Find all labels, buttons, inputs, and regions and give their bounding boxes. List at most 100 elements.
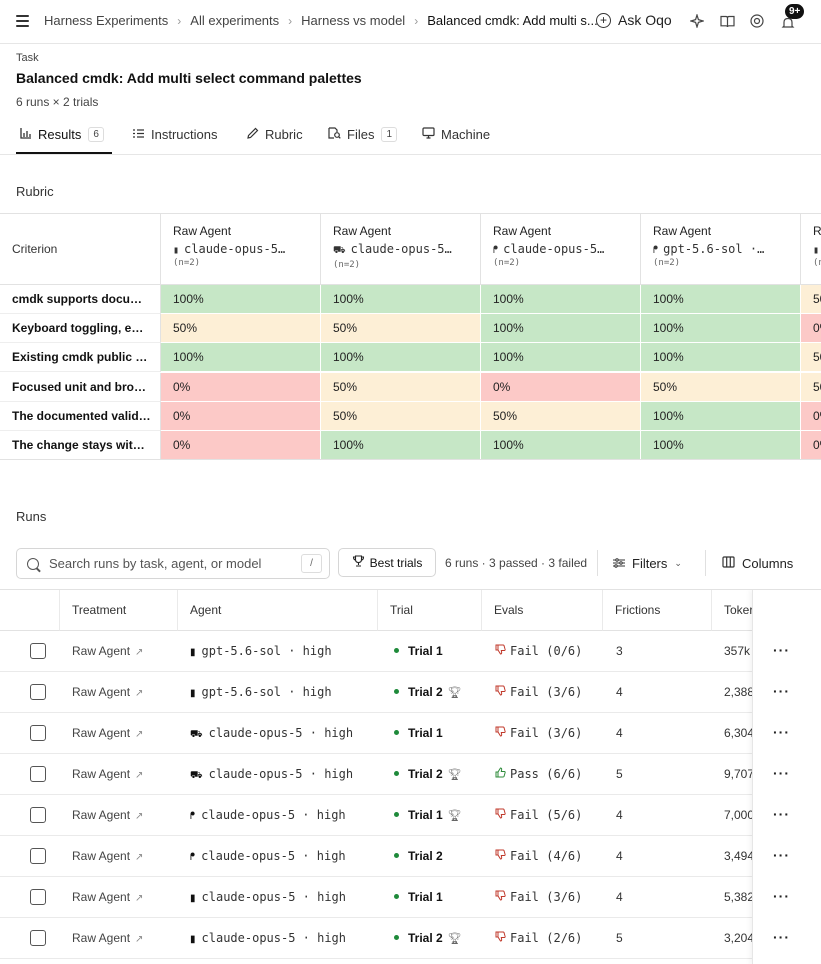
agent-cell: ᖰ claude-opus-5 · high [190, 795, 346, 835]
search-icon [27, 557, 39, 570]
breadcrumb-harness-experiments[interactable]: Harness Experiments [44, 13, 169, 28]
help-lifebuoy-icon[interactable] [749, 13, 765, 29]
trial-cell[interactable]: Trial 2 🏆︎ [394, 754, 462, 794]
rubric-column-header: Raw Agent ᖰ gpt-5.6-sol ·… (n=2) [641, 214, 801, 285]
search-runs-field[interactable]: / [16, 548, 330, 579]
breadcrumb-harness-vs-model[interactable]: Harness vs model [301, 13, 406, 28]
table-row[interactable]: Raw Agent ↗ ᖰ claude-opus-5 · high Trial 1 🏆︎… [0, 795, 821, 836]
row-more-actions-button[interactable]: ··· [773, 806, 790, 822]
frictions-column-header[interactable]: Frictions [603, 590, 712, 631]
external-link-icon: ↗ [135, 688, 144, 699]
row-select-checkbox[interactable] [30, 766, 46, 782]
trophy-icon: 🏆︎ [447, 810, 462, 822]
rubric-column-header: Raw Agent ▮ (n [801, 214, 821, 285]
best-trials-button[interactable]: Best trials [338, 548, 436, 577]
chevron-down-icon: ⌄ [674, 558, 682, 568]
search-input[interactable] [49, 556, 289, 571]
tab-instructions[interactable]: Instructions [132, 127, 217, 142]
row-more-actions-button[interactable]: ··· [773, 929, 790, 945]
evals-column-header[interactable]: Evals [482, 590, 603, 631]
evals-cell[interactable]: Fail (3/6) [495, 877, 582, 917]
runs-section-title: Runs [16, 509, 47, 524]
row-select-checkbox[interactable] [30, 848, 46, 864]
thumbs-up-icon [495, 767, 506, 781]
breadcrumb-current-task[interactable]: Balanced cmdk: Add multi s... [427, 13, 598, 28]
agent-label: claude-opus-5 · high [201, 890, 347, 904]
columns-button[interactable]: Columns [722, 556, 793, 571]
trial-column-header[interactable]: Trial [378, 590, 482, 631]
trial-cell[interactable]: Trial 1 [394, 877, 443, 917]
trial-cell[interactable]: Trial 2 [394, 836, 443, 876]
agent-label: gpt-5.6-sol · high [201, 644, 332, 658]
table-row[interactable]: Raw Agent ↗ ▮ claude-opus-5 · high Trial 1 Fa… [0, 877, 821, 918]
tokens-cell: 2,388 [724, 685, 755, 699]
table-row[interactable]: Raw Agent ↗ ᖰ claude-opus-5 · high Trial 2 Fa… [0, 836, 821, 877]
row-select-checkbox[interactable] [30, 889, 46, 905]
evals-cell[interactable]: Fail (4/6) [495, 836, 582, 876]
agent-column-header[interactable]: Agent [178, 590, 378, 631]
row-more-actions-button[interactable]: ··· [773, 724, 790, 740]
trial-cell[interactable]: Trial 1 [394, 713, 443, 753]
book-icon[interactable] [719, 13, 735, 29]
row-select-checkbox[interactable] [30, 807, 46, 823]
row-more-actions-button[interactable]: ··· [773, 888, 790, 904]
row-select-checkbox[interactable] [30, 684, 46, 700]
filters-button[interactable]: Filters ⌄ [613, 556, 682, 571]
status-dot-icon [394, 853, 399, 859]
rubric-score-cell: 100% [641, 343, 801, 373]
agent-label: claude-opus-5 · high [201, 931, 347, 945]
evals-cell[interactable]: Pass (6/6) [495, 754, 582, 794]
tab-rubric[interactable]: Rubric [247, 127, 303, 142]
breadcrumb-all-experiments[interactable]: All experiments [190, 13, 280, 28]
evals-cell[interactable]: Fail (3/6) [495, 672, 582, 712]
treatment-label: Raw Agent [72, 726, 131, 740]
table-row[interactable]: Raw Agent ↗ ▮ gpt-5.6-sol · high Trial 1 Fail… [0, 631, 821, 672]
treatment-cell[interactable]: Raw Agent ↗ [72, 795, 143, 835]
rubric-score-cell: 100% [161, 343, 321, 373]
evals-cell[interactable]: Fail (3/6) [495, 713, 582, 753]
sparkle-icon[interactable] [689, 13, 705, 29]
trial-cell[interactable]: Trial 1 🏆︎ [394, 795, 462, 835]
ask-oqo-button[interactable]: + Ask Oqo [596, 12, 672, 28]
table-row[interactable]: Raw Agent ↗ ▮ gpt-5.6-sol · high Trial 2 🏆︎ Fa… [0, 672, 821, 713]
row-more-actions-button[interactable]: ··· [773, 847, 790, 863]
breadcrumb: Harness Experiments › All experiments › … [44, 13, 598, 28]
tab-results[interactable]: Results 6 [20, 127, 104, 142]
trial-cell[interactable]: Trial 2 🏆︎ [394, 672, 462, 712]
rubric-column-header: Raw Agent ⛟ claude-opus-5… (n=2) [321, 214, 481, 285]
column-model-text: claude-opus-5… [503, 242, 605, 256]
treatment-cell[interactable]: Raw Agent ↗ [72, 672, 143, 712]
menu-icon[interactable] [16, 15, 29, 27]
row-select-checkbox[interactable] [30, 930, 46, 946]
treatment-cell[interactable]: Raw Agent ↗ [72, 877, 143, 917]
tab-machine[interactable]: Machine [422, 127, 490, 142]
bell-icon[interactable] [780, 15, 796, 31]
row-more-actions-button[interactable]: ··· [773, 683, 790, 699]
evals-cell[interactable]: Fail (5/6) [495, 795, 582, 835]
trophy-icon: 🏆︎ [447, 933, 462, 945]
row-select-checkbox[interactable] [30, 725, 46, 741]
tab-files[interactable]: Files 1 [328, 127, 398, 142]
row-more-actions-button[interactable]: ··· [773, 765, 790, 781]
rubric-score-cell: 50% [321, 372, 481, 402]
treatment-column-header[interactable]: Treatment [60, 590, 178, 631]
table-row[interactable]: Raw Agent ↗ ⛟ claude-opus-5 · high Trial 1 Fa… [0, 713, 821, 754]
treatment-cell[interactable]: Raw Agent ↗ [72, 836, 143, 876]
row-select-checkbox[interactable] [30, 643, 46, 659]
column-treatment-label: Raw Agent [333, 224, 392, 238]
treatment-cell[interactable]: Raw Agent ↗ [72, 754, 143, 794]
trial-cell[interactable]: Trial 1 [394, 631, 443, 671]
table-row[interactable]: Raw Agent ↗ ⛟ claude-opus-5 · high Trial 2 🏆︎… [0, 754, 821, 795]
column-model-label: ᖰ gpt-5.6-sol ·… [653, 242, 800, 256]
trial-cell[interactable]: Trial 2 🏆︎ [394, 918, 462, 958]
columns-icon [722, 556, 735, 571]
evals-cell[interactable]: Fail (2/6) [495, 918, 582, 958]
row-more-actions-button[interactable]: ··· [773, 642, 790, 658]
treatment-cell[interactable]: Raw Agent ↗ [72, 713, 143, 753]
treatment-cell[interactable]: Raw Agent ↗ [72, 631, 143, 671]
table-row[interactable]: Raw Agent ↗ ▮ claude-opus-5 · high Trial 2 🏆︎… [0, 918, 821, 959]
thumbs-down-icon [495, 931, 506, 945]
treatment-cell[interactable]: Raw Agent ↗ [72, 918, 143, 958]
evals-cell[interactable]: Fail (0/6) [495, 631, 582, 671]
rubric-criterion-label: Keyboard toggling, e… [0, 314, 161, 344]
